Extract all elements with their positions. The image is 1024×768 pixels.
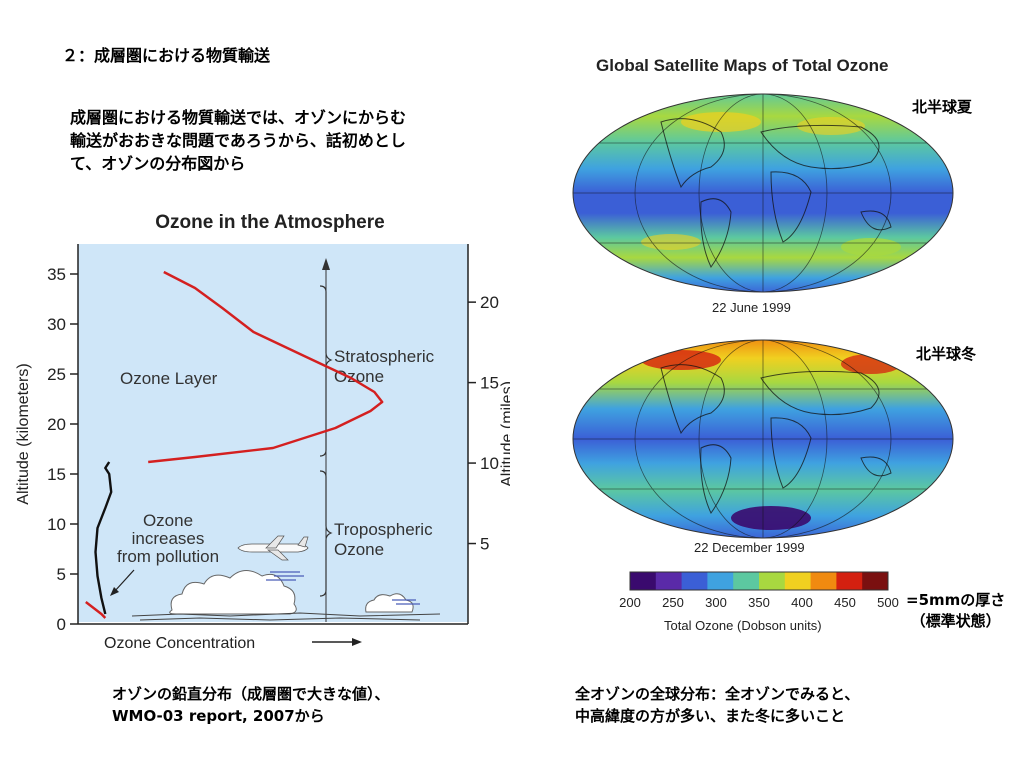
- slide-title: ２：成層圏における物質輸送: [62, 46, 271, 65]
- colorbar-tick-label: 250: [662, 595, 684, 610]
- graticule: [573, 94, 953, 292]
- tropospheric-label-line: Tropospheric: [334, 520, 433, 539]
- pollution-label-line: Ozone: [143, 511, 193, 530]
- y-tick-label: 10: [47, 515, 66, 534]
- y-right-tick-label: 20: [480, 293, 499, 312]
- ozone-layer-label: Ozone Layer: [120, 369, 218, 388]
- y-tick-label: 15: [47, 465, 66, 484]
- profile-title: Ozone in the Atmosphere: [155, 212, 384, 233]
- y-right-tick-label: 10: [480, 454, 499, 473]
- label-scale-line: （標準状態）: [910, 612, 1001, 630]
- colorbar-cell: [655, 572, 683, 590]
- y-right-tick-label: 5: [480, 535, 489, 554]
- colorbar-tick-label: 500: [877, 595, 899, 610]
- colorbar-tick-label: 300: [705, 595, 727, 610]
- stratosphere-brace: [319, 285, 333, 457]
- y-axis-label: Altitude (kilometers): [15, 363, 32, 504]
- colorbar-cell: [810, 572, 837, 590]
- colorbar-cell: [862, 572, 889, 590]
- colorbar-cell: [630, 572, 657, 590]
- intro-line: 成層圏における物質輸送では、オゾンにからむ: [70, 108, 407, 127]
- stratospheric-label-line: Ozone: [334, 367, 384, 386]
- label-winter: 北半球冬: [916, 345, 977, 363]
- intro-paragraph: 成層圏における物質輸送では、オゾンにからむ 輸送がおおきな問題であろうから、話初…: [70, 106, 500, 175]
- tropospheric-label-line: Ozone: [334, 540, 384, 559]
- y-tick-label: 0: [57, 615, 66, 634]
- ozone-profile-figure: Ozone in the Atmosphere 0 5 10 15 20 25 30 35 A…: [15, 212, 510, 652]
- caption-right-line: 全オゾンの全球分布：全オゾンでみると、: [575, 685, 860, 703]
- pollution-label-line: increases: [132, 529, 205, 548]
- colorbar-tick-label: 450: [834, 595, 856, 610]
- y-tick-label: 5: [57, 565, 66, 584]
- y-tick-label: 30: [47, 315, 66, 334]
- colorbar-cell: [733, 572, 760, 590]
- y-right-tick-label: 15: [480, 374, 499, 393]
- troposphere-brace: [319, 470, 333, 597]
- ground-lines: [131, 612, 441, 621]
- x-axis-label: Ozone Concentration: [104, 635, 255, 652]
- map1-date: 22 June 1999: [712, 300, 791, 315]
- maps-title: Global Satellite Maps of Total Ozone: [596, 56, 889, 75]
- y-tick-label: 20: [47, 415, 66, 434]
- y-tick-label: 25: [47, 365, 66, 384]
- caption-left-line: WMO-03 report, 2007から: [112, 707, 325, 725]
- x-axis-arrow-icon: [312, 638, 362, 646]
- coastlines: [660, 118, 892, 268]
- colorbar-cell: [836, 572, 863, 590]
- colorbar-cell: [681, 572, 708, 590]
- colorbar-cell: [707, 572, 734, 590]
- map-june-1999: [572, 93, 954, 293]
- label-scale: =5mmの厚さ （標準状態）: [906, 590, 1005, 632]
- pollution-ozone-line: [85, 601, 107, 619]
- colorbar: 200 250 300 350 400 450 500: [619, 571, 899, 610]
- coastlines: [660, 364, 892, 514]
- intro-line: 輸送がおおきな問題であろうから、話初めとし: [70, 131, 406, 150]
- stratospheric-label-line: Stratospheric: [334, 347, 435, 366]
- colorbar-tick-label: 200: [619, 595, 641, 610]
- colorbar-title: Total Ozone (Dobson units): [664, 618, 822, 633]
- haze-lines: [266, 571, 420, 605]
- colorbar-tick-label: 400: [791, 595, 813, 610]
- stratospheric-ozone-line: [148, 270, 384, 464]
- graticule: [573, 340, 953, 538]
- y-axis-right-label: Altitude (miles): [499, 381, 510, 487]
- right-ticks: 5 10 15 20: [468, 293, 499, 554]
- caption-left-line: オゾンの鉛直分布（成層圏で大きな値）、: [112, 685, 390, 703]
- colorbar-cell: [759, 572, 786, 590]
- colorbar-cell: [784, 572, 812, 590]
- colorbar-tick-label: 350: [748, 595, 770, 610]
- caption-right: 全オゾンの全球分布：全オゾンでみると、 中高緯度の方が多い、また冬に多いこと: [575, 683, 859, 727]
- y-tick-label: 35: [47, 265, 66, 284]
- profile-panel: [78, 244, 468, 622]
- pollution-pointer-icon: [110, 569, 135, 596]
- airplane-icon: [237, 535, 309, 561]
- map2-date: 22 December 1999: [694, 540, 805, 555]
- intro-line: て、オゾンの分布図から: [70, 154, 246, 173]
- map-december-1999: [572, 339, 954, 539]
- label-summer: 北半球夏: [912, 98, 973, 116]
- caption-left: オゾンの鉛直分布（成層圏で大きな値）、 WMO-03 report, 2007か…: [112, 683, 390, 727]
- tropospheric-ozone-line: [94, 461, 113, 615]
- pollution-label-line: from pollution: [117, 547, 219, 566]
- label-scale-line: =5mmの厚さ: [906, 591, 1006, 609]
- caption-right-line: 中高緯度の方が多い、また冬に多いこと: [575, 707, 846, 725]
- left-ticks: 0 5 10 15 20 25 30 35: [47, 265, 78, 634]
